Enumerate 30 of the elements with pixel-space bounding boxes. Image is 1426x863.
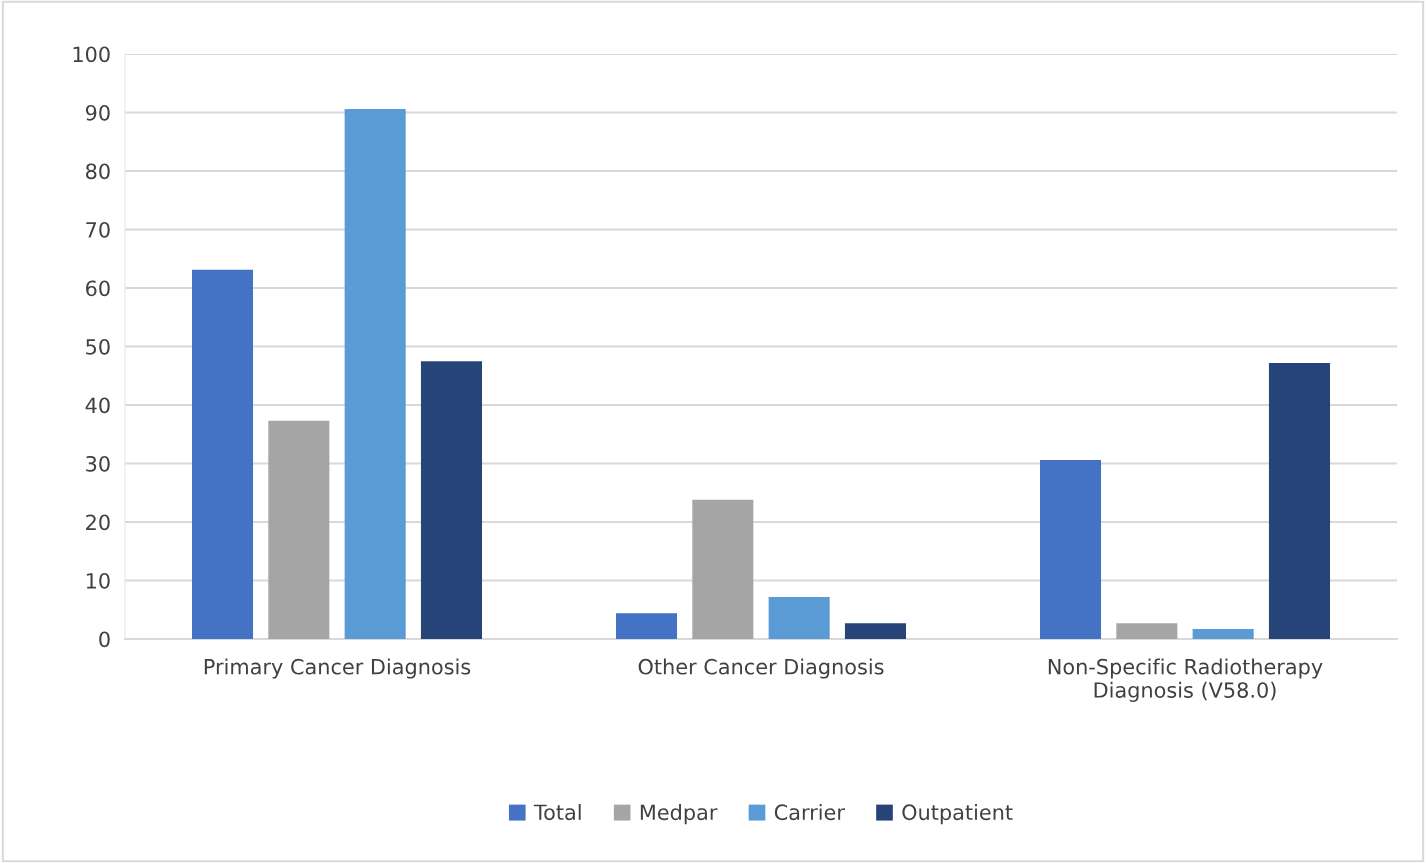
bar — [420, 361, 483, 639]
legend-label: Total — [533, 804, 581, 821]
x-tick-label: Primary Cancer Diagnosis — [204, 658, 471, 679]
y-tick-label: 50 — [86, 338, 110, 355]
bar — [1116, 623, 1178, 639]
legend-label: Medpar — [640, 804, 718, 825]
y-tick-label: 20 — [86, 514, 110, 531]
bar — [1039, 459, 1102, 639]
y-tick-label: 10 — [86, 572, 110, 589]
bar — [268, 420, 330, 639]
x-tick-label: Non-Specific Radiotherapy Diagnosis (V58.0) — [1048, 658, 1323, 702]
bar — [191, 269, 254, 639]
y-tick-label: 30 — [86, 455, 110, 472]
legend-label: Carrier — [774, 804, 845, 821]
y-tick-label: 100 — [73, 46, 110, 63]
bar — [1192, 629, 1254, 639]
bar — [615, 613, 678, 639]
y-tick-label: 70 — [86, 221, 110, 238]
bar — [844, 623, 907, 639]
y-tick-label: 60 — [86, 280, 110, 297]
x-tick-label: Other Cancer Diagnosis — [638, 658, 884, 679]
y-tick-label: 80 — [86, 163, 110, 180]
bar — [344, 108, 406, 639]
bar — [692, 499, 754, 639]
y-tick-label: 90 — [85, 104, 110, 121]
bar — [768, 596, 830, 639]
legend-label: Outpatient — [902, 804, 1013, 825]
y-tick-label: 0 — [99, 631, 110, 648]
bar — [1268, 362, 1331, 639]
y-tick-label: 40 — [85, 397, 110, 414]
